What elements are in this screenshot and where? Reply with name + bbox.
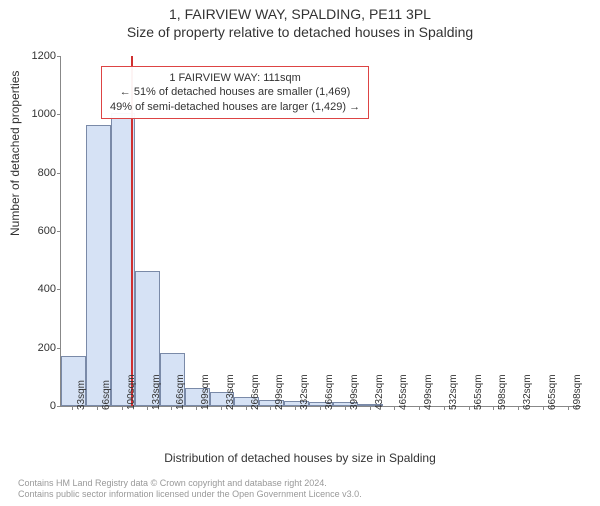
x-tick-mark — [97, 406, 98, 410]
x-tick-mark — [221, 406, 222, 410]
x-tick-mark — [72, 406, 73, 410]
x-tick-label: 166sqm — [175, 374, 186, 410]
footer-line-2: Contains public sector information licen… — [18, 489, 362, 500]
y-tick-label: 1000 — [26, 108, 56, 120]
x-tick-mark — [370, 406, 371, 410]
x-tick-mark — [171, 406, 172, 410]
x-axis-label: Distribution of detached houses by size … — [0, 451, 600, 465]
x-tick-label: 332sqm — [299, 374, 310, 410]
x-tick-label: 532sqm — [448, 374, 459, 410]
chart-container: 1 FAIRVIEW WAY: 111sqm ← 51% of detached… — [60, 56, 580, 426]
x-tick-label: 465sqm — [398, 374, 409, 410]
x-tick-mark — [568, 406, 569, 410]
y-tick-mark — [57, 289, 61, 290]
y-tick-mark — [57, 173, 61, 174]
x-tick-mark — [295, 406, 296, 410]
annotation-line-1: 1 FAIRVIEW WAY: 111sqm — [110, 71, 360, 85]
x-tick-label: 266sqm — [250, 374, 261, 410]
y-tick-label: 0 — [26, 400, 56, 412]
x-tick-label: 565sqm — [473, 374, 484, 410]
x-tick-mark — [419, 406, 420, 410]
x-tick-label: 399sqm — [349, 374, 360, 410]
annotation-line-2: ← 51% of detached houses are smaller (1,… — [110, 85, 360, 99]
x-tick-label: 366sqm — [324, 374, 335, 410]
annotation-line-3: 49% of semi-detached houses are larger (… — [110, 100, 360, 114]
x-tick-label: 66sqm — [101, 380, 112, 410]
x-tick-label: 133sqm — [151, 374, 162, 410]
x-tick-mark — [469, 406, 470, 410]
y-tick-mark — [57, 406, 61, 407]
y-tick-label: 400 — [26, 283, 56, 295]
x-tick-mark — [246, 406, 247, 410]
x-tick-label: 432sqm — [374, 374, 385, 410]
x-tick-label: 33sqm — [76, 380, 87, 410]
x-tick-mark — [147, 406, 148, 410]
x-tick-label: 499sqm — [423, 374, 434, 410]
page-subtitle: Size of property relative to detached ho… — [0, 24, 600, 40]
y-tick-label: 600 — [26, 225, 56, 237]
x-tick-label: 199sqm — [200, 374, 211, 410]
y-tick-mark — [57, 114, 61, 115]
y-axis-label: Number of detached properties — [8, 71, 22, 236]
footer-line-1: Contains HM Land Registry data © Crown c… — [18, 478, 362, 489]
y-tick-mark — [57, 348, 61, 349]
y-tick-label: 200 — [26, 342, 56, 354]
x-tick-mark — [122, 406, 123, 410]
y-tick-label: 1200 — [26, 50, 56, 62]
x-tick-mark — [345, 406, 346, 410]
x-tick-mark — [543, 406, 544, 410]
annotation-box: 1 FAIRVIEW WAY: 111sqm ← 51% of detached… — [101, 66, 369, 119]
x-tick-mark — [196, 406, 197, 410]
y-tick-mark — [57, 56, 61, 57]
x-tick-label: 632sqm — [522, 374, 533, 410]
y-tick-mark — [57, 231, 61, 232]
x-tick-label: 698sqm — [572, 374, 583, 410]
x-tick-label: 665sqm — [547, 374, 558, 410]
plot-area: 1 FAIRVIEW WAY: 111sqm ← 51% of detached… — [60, 56, 581, 407]
x-tick-mark — [444, 406, 445, 410]
histogram-bar — [86, 125, 111, 406]
page-title-address: 1, FAIRVIEW WAY, SPALDING, PE11 3PL — [0, 6, 600, 22]
x-tick-mark — [518, 406, 519, 410]
x-tick-mark — [394, 406, 395, 410]
x-tick-mark — [493, 406, 494, 410]
x-tick-label: 100sqm — [126, 374, 137, 410]
x-tick-label: 598sqm — [497, 374, 508, 410]
x-tick-mark — [320, 406, 321, 410]
footer-attribution: Contains HM Land Registry data © Crown c… — [18, 478, 362, 501]
x-tick-label: 233sqm — [225, 374, 236, 410]
x-tick-label: 299sqm — [274, 374, 285, 410]
y-tick-label: 800 — [26, 167, 56, 179]
x-tick-mark — [270, 406, 271, 410]
